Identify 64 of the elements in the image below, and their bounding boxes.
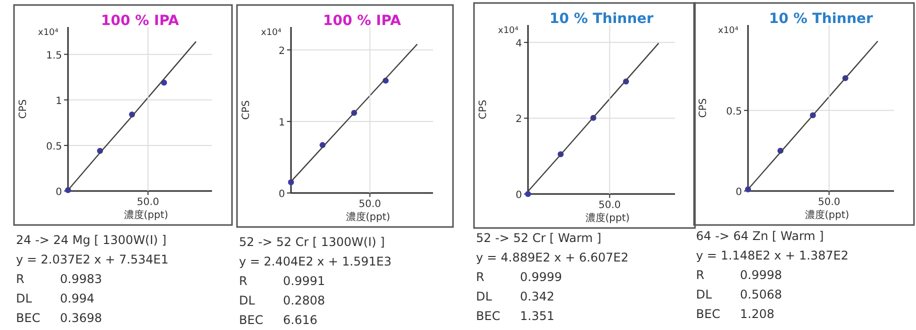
y-tick-label: 1.5 bbox=[46, 50, 62, 62]
chart-title: 100 % IPA bbox=[322, 13, 402, 29]
text: DL bbox=[239, 294, 256, 308]
text: 0.3698 bbox=[60, 311, 102, 325]
text: 1.208 bbox=[740, 307, 774, 321]
text: DL bbox=[476, 290, 492, 304]
text: x10⁴ bbox=[38, 28, 59, 38]
text: y = 2.404E2 x + 1.591E3 bbox=[239, 254, 392, 268]
y-tick-label: 1 bbox=[56, 96, 62, 107]
y-tick-label: 4 bbox=[516, 38, 522, 50]
y-tick-label: 0.5 bbox=[46, 141, 62, 152]
y-tick-label: 0 bbox=[516, 190, 522, 201]
text: 0.9983 bbox=[60, 272, 102, 286]
text: 50.0 bbox=[818, 197, 840, 208]
text: 0.9999 bbox=[520, 270, 562, 284]
x-axis-title: 濃度(ppt) bbox=[804, 209, 850, 221]
chart-title: 100 % IPA bbox=[100, 13, 180, 29]
text: 0.9991 bbox=[283, 274, 325, 288]
text: 24 -> 24 Mg [ 1300W(I) ] bbox=[16, 233, 166, 247]
y-axis-title: CPS bbox=[241, 100, 252, 120]
text: R bbox=[476, 270, 484, 284]
text: R bbox=[239, 274, 248, 288]
text: 0.2808 bbox=[283, 294, 325, 308]
y-axis-title: CPS bbox=[18, 99, 29, 119]
x-axis-title: 濃度(ppt) bbox=[346, 211, 390, 223]
text: 50.0 bbox=[598, 200, 621, 211]
y-tick-label: 0 bbox=[56, 187, 62, 198]
text: x10⁴ bbox=[718, 26, 739, 36]
chart-title: 10 % Thinner bbox=[769, 11, 874, 27]
y-tick-label: 0 bbox=[736, 187, 742, 198]
y-tick-label: 0.5 bbox=[726, 106, 742, 118]
y-tick-label: 2 bbox=[278, 46, 285, 57]
text: y = 1.148E2 x + 1.387E2 bbox=[696, 248, 849, 262]
y-tick-label: 1 bbox=[278, 117, 285, 128]
text: BEC bbox=[16, 311, 40, 325]
text: DL bbox=[16, 292, 32, 306]
text: 50.0 bbox=[136, 197, 160, 208]
text: DL bbox=[696, 288, 712, 302]
text: BEC bbox=[696, 307, 720, 321]
text: 64 -> 64 Zn [ Warm ] bbox=[696, 229, 824, 243]
x-axis-title: 濃度(ppt) bbox=[124, 209, 168, 221]
y-tick-label: 2 bbox=[516, 114, 522, 126]
text: 52 -> 52 Cr [ 1300W(I) ] bbox=[239, 235, 385, 249]
text: 0.342 bbox=[520, 290, 554, 304]
text: 1.351 bbox=[520, 309, 554, 323]
x-axis-title: 濃度(ppt) bbox=[585, 212, 630, 224]
y-axis-title: CPS bbox=[698, 98, 709, 118]
text: x10⁴ bbox=[498, 26, 519, 36]
chart-title: 10 % Thinner bbox=[550, 11, 654, 27]
text: 52 -> 52 Cr [ Warm ] bbox=[476, 231, 602, 245]
text: 6.616 bbox=[283, 313, 318, 327]
text: 0.9998 bbox=[740, 268, 782, 282]
y-tick-label: 0 bbox=[278, 189, 285, 200]
text: 50.0 bbox=[358, 199, 382, 210]
text: x10⁴ bbox=[261, 28, 282, 38]
text: 0.5068 bbox=[740, 288, 782, 302]
text: R bbox=[696, 268, 704, 282]
text: R bbox=[16, 272, 24, 286]
text: y = 2.037E2 x + 7.534E1 bbox=[16, 252, 169, 266]
y-axis-title: CPS bbox=[478, 100, 489, 120]
text: BEC bbox=[476, 309, 500, 323]
text: y = 4.889E2 x + 6.607E2 bbox=[476, 250, 629, 264]
text: BEC bbox=[239, 313, 264, 327]
text: 0.994 bbox=[60, 292, 94, 306]
